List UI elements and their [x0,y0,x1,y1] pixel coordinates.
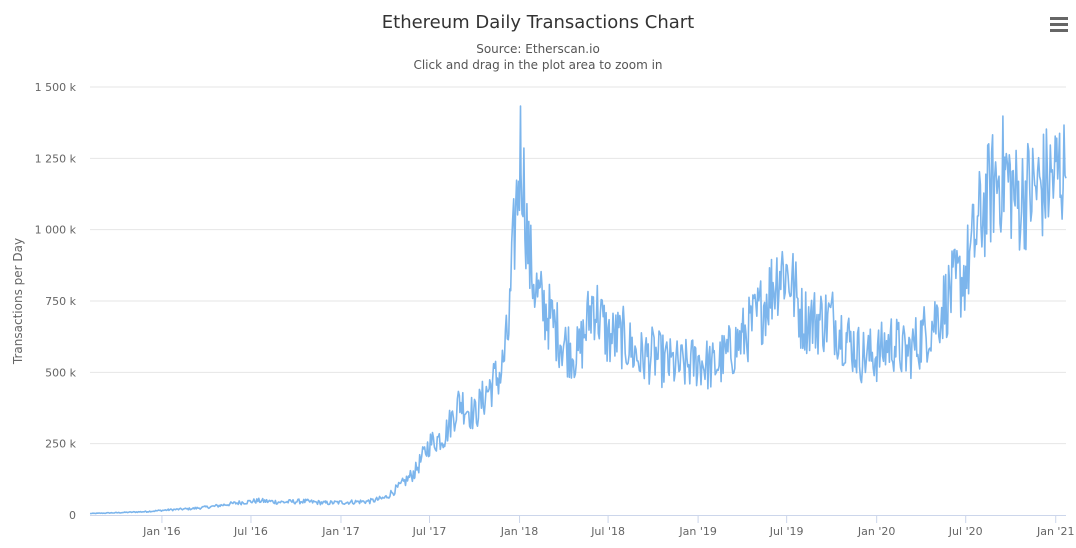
y-tick-label: 1 250 k [35,152,77,165]
chart-title: Ethereum Daily Transactions Chart [382,12,694,33]
x-tick-label: Jan '21 [1036,525,1074,538]
y-tick-label: 750 k [45,295,76,308]
y-tick-label: 250 k [45,438,76,451]
y-axis-ticks: 0 250 k 500 k 750 k 1 000 k 1 250 k 1 500 k [35,81,77,522]
x-tick-label: Jan '16 [142,525,180,538]
x-tick-label: Jan '20 [857,525,895,538]
y-tick-label: 1 000 k [35,224,77,237]
x-axis-ticks: Jan '16 Jul '16 Jan '17 Jul '17 Jan '18 Jul '… [142,515,1074,538]
grid-lines [90,86,1066,445]
y-axis-label: Transactions per Day [11,238,25,365]
chart-subtitle: Source: Etherscan.io [476,42,600,56]
series-layer[interactable] [89,105,1067,515]
x-tick-label: Jan '18 [500,525,538,538]
x-tick-label: Jan '19 [678,525,716,538]
hamburger-menu-icon[interactable] [1050,16,1068,32]
chart-zoom-hint: Click and drag in the plot area to zoom … [413,58,662,72]
x-tick-label: Jul '20 [948,525,983,538]
x-tick-label: Jul '19 [769,525,804,538]
x-tick-label: Jul '17 [412,525,447,538]
series-line[interactable] [89,105,1067,515]
x-tick-label: Jul '18 [590,525,625,538]
x-tick-label: Jul '16 [233,525,268,538]
y-tick-label: 1 500 k [35,81,77,94]
y-tick-label: 0 [69,509,76,522]
y-tick-label: 500 k [45,366,76,379]
x-tick-label: Jan '17 [321,525,359,538]
